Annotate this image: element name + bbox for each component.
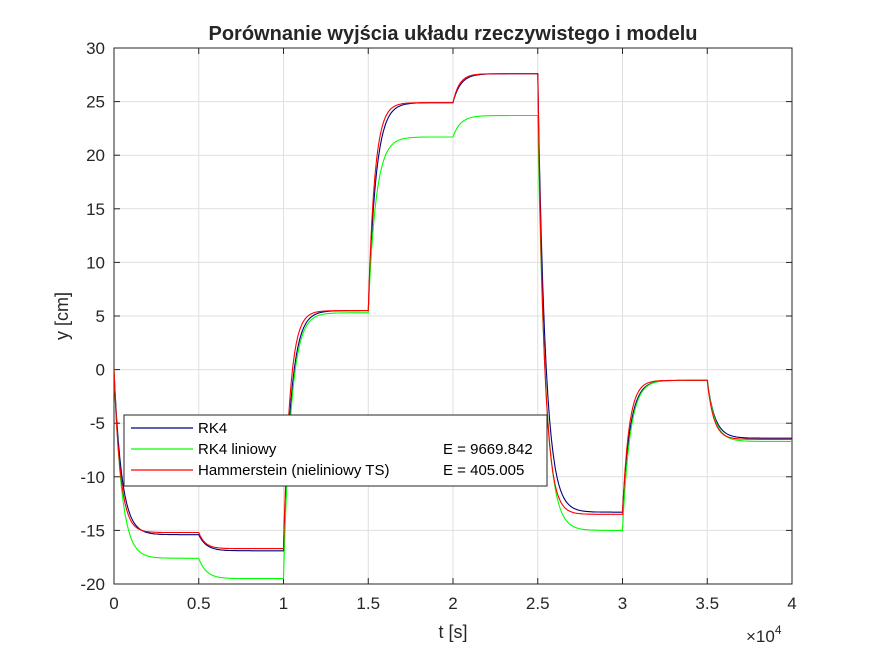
y-tick-label: 25 <box>86 93 105 112</box>
y-tick-label: 20 <box>86 146 105 165</box>
series-line-2 <box>114 73 792 550</box>
x-exponent-power: 4 <box>775 623 782 637</box>
legend-box <box>123 414 548 487</box>
x-exponent-base: ×10 <box>746 627 775 646</box>
y-tick-label: 5 <box>96 307 105 326</box>
x-exponent: ×104 <box>746 623 782 646</box>
legend-label: Hammerstein (nieliniowy TS) <box>198 462 389 479</box>
x-tick-label: 0.5 <box>187 594 211 613</box>
chart-title: Porównanie wyjścia układu rzeczywistego … <box>208 23 697 45</box>
y-tick-label: 30 <box>86 39 105 58</box>
x-tick-label: 2 <box>448 594 457 613</box>
legend: RK4 RK4 liniowy E = 9669.842 Hammerstein (n… <box>123 414 548 487</box>
legend-value: E = 405.005 <box>443 462 524 479</box>
y-axis-label: y [cm] <box>52 292 72 340</box>
y-tick-label: -5 <box>90 414 105 433</box>
legend-label: RK4 liniowy <box>198 441 277 458</box>
y-tick-label: -15 <box>80 521 105 540</box>
series-lines <box>114 73 792 580</box>
y-tick-label: 0 <box>96 361 105 380</box>
axis-ticks: 0 0.5 1 1.5 2 2.5 3 3.5 4 -20 -15 -10 -5 0 5 10 15 20 25 30 <box>80 39 796 613</box>
y-tick-label: 10 <box>86 253 105 272</box>
x-tick-label: 1 <box>279 594 288 613</box>
legend-label: RK4 <box>198 420 227 437</box>
x-tick-label: 2.5 <box>526 594 550 613</box>
x-tick-label: 3 <box>618 594 627 613</box>
y-tick-label: -20 <box>80 575 105 594</box>
y-tick-label: -10 <box>80 468 105 487</box>
legend-value: E = 9669.842 <box>443 441 533 458</box>
x-tick-label: 3.5 <box>695 594 719 613</box>
x-tick-label: 1.5 <box>356 594 380 613</box>
x-tick-label: 4 <box>787 594 796 613</box>
grid <box>114 48 792 584</box>
y-tick-label: 15 <box>86 200 105 219</box>
x-axis-label: t [s] <box>438 622 467 642</box>
x-tick-label: 0 <box>109 594 118 613</box>
